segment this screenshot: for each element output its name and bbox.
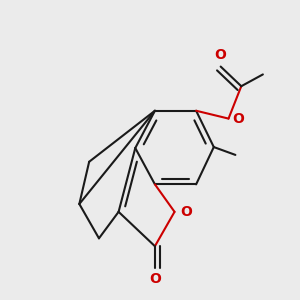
Text: O: O <box>149 272 161 286</box>
Text: O: O <box>180 205 192 219</box>
Text: O: O <box>233 112 244 126</box>
Text: O: O <box>215 48 226 62</box>
